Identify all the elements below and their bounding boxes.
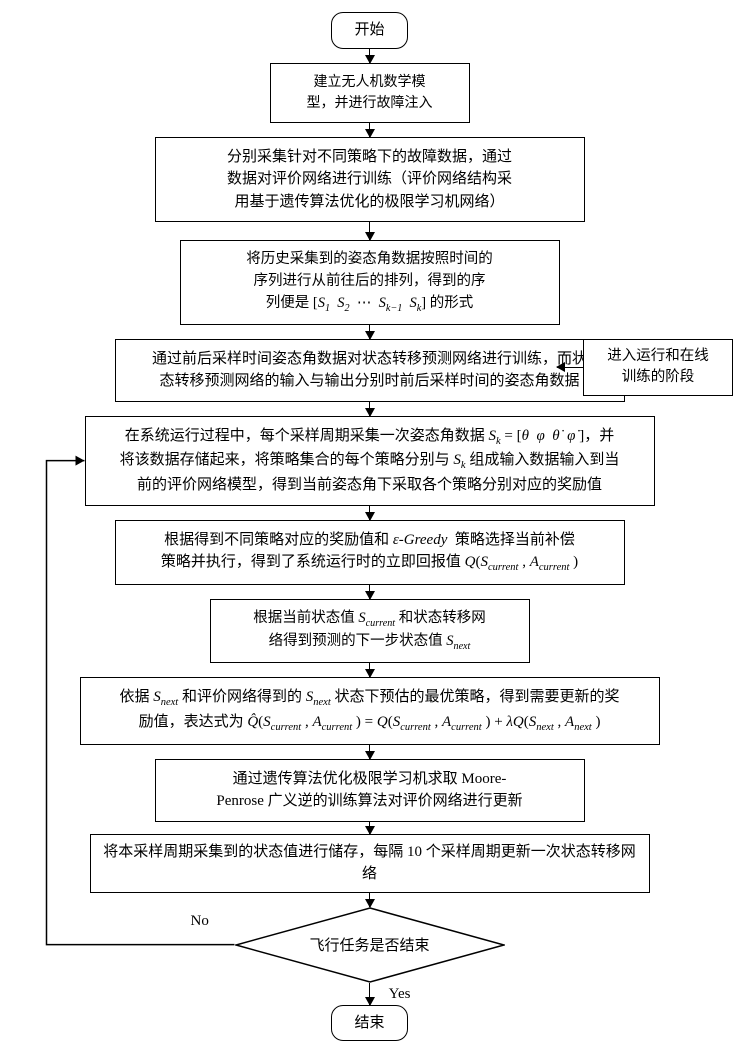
process-n9: 通过遗传算法优化极限学习机求取 Moore- Penrose 广义逆的训练算法对…	[155, 759, 585, 822]
end-terminal: 结束	[331, 1005, 407, 1042]
side-note-box: 进入运行和在线 训练的阶段	[557, 339, 733, 397]
decision-d1: 飞行任务是否结束 No Yes	[235, 907, 505, 983]
flowchart-container: 开始 建立无人机数学模 型，并进行故障注入 分别采集针对不同策略下的故障数据，通…	[12, 12, 727, 1041]
arrow	[369, 123, 371, 137]
process-n2: 分别采集针对不同策略下的故障数据，通过 数据对评价网络进行训练（评价网络结构采 …	[155, 137, 585, 223]
arrow	[369, 585, 371, 599]
process-n5: 在系统运行过程中，每个采样周期采集一次姿态角数据 Sk = [θ φ θ̇ φ̇…	[85, 416, 655, 506]
process-n10: 将本采样周期采集到的状态值进行储存，每隔 10 个采样周期更新一次状态转移网络	[90, 834, 650, 893]
arrow	[369, 506, 371, 520]
n9-text: 通过遗传算法优化极限学习机求取 Moore- Penrose 广义逆的训练算法对…	[216, 771, 522, 810]
d1-text: 飞行任务是否结束	[309, 934, 429, 955]
process-n1: 建立无人机数学模 型，并进行故障注入	[270, 63, 470, 123]
start-terminal: 开始	[331, 12, 407, 49]
arrow	[369, 222, 371, 240]
process-n6: 根据得到不同策略对应的奖励值和 ε-Greedy 策略选择当前补偿策略并执行，得…	[115, 520, 625, 585]
label-yes: Yes	[389, 986, 411, 1003]
process-n4: 通过前后采样时间姿态角数据对状态转移预测网络进行训练，而状 态转移预测网络的输入…	[115, 339, 625, 402]
arrow	[369, 49, 371, 63]
process-n3: 将历史采集到的姿态角数据按照时间的序列进行从前往后的排列，得到的序列便是 [S1…	[180, 240, 560, 325]
n10-text: 将本采样周期采集到的状态值进行储存，每隔 10 个采样周期更新一次状态转移网络	[103, 844, 636, 883]
n4-text: 通过前后采样时间姿态角数据对状态转移预测网络进行训练，而状 态转移预测网络的输入…	[152, 351, 587, 390]
arrow	[369, 983, 371, 1005]
side-text: 进入运行和在线 训练的阶段	[607, 348, 709, 386]
n2-text: 分别采集针对不同策略下的故障数据，通过 数据对评价网络进行训练（评价网络结构采 …	[227, 149, 512, 210]
arrow	[369, 663, 371, 677]
process-n8: 依据 Snext 和评价网络得到的 Snext 状态下预估的最优策略，得到需要更…	[80, 677, 660, 745]
arrow	[369, 325, 371, 339]
arrow	[369, 402, 371, 416]
arrow	[369, 893, 371, 907]
arrow	[369, 822, 371, 834]
n1-line1: 建立无人机数学模 型，并进行故障注入	[307, 75, 433, 111]
process-n7: 根据当前状态值 Scurrent 和状态转移网络得到预测的下一步状态值 Snex…	[210, 599, 530, 663]
arrow	[369, 745, 371, 759]
label-no: No	[191, 913, 209, 930]
